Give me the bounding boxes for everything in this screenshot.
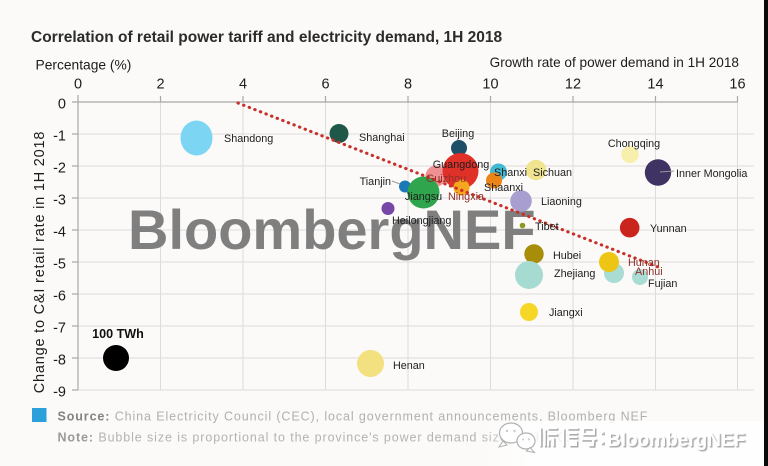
svg-text:Shaanxi: Shaanxi [484,182,523,194]
svg-text:-7: -7 [53,321,66,337]
svg-text:100 TWh: 100 TWh [92,327,144,341]
svg-text:12: 12 [565,77,581,93]
svg-text:10: 10 [482,77,498,93]
svg-text:Percentage (%): Percentage (%) [36,58,132,73]
svg-text:Chongqing: Chongqing [608,138,660,150]
svg-text:Sichuan: Sichuan [533,167,572,179]
svg-text:2: 2 [156,77,164,93]
svg-text:Anhui: Anhui [635,266,663,278]
svg-text:Guangdong: Guangdong [433,159,489,171]
svg-text:Note: Bubble size is proportio: Note: Bubble size is proportional to the… [58,431,582,445]
svg-text:Change to C&I retail rate in 1: Change to C&I retail rate in 1H 2018 [32,131,48,394]
svg-text:Correlation of retail power ta: Correlation of retail power tariff and e… [31,29,503,46]
svg-text:BloombergNEF: BloombergNEF [128,198,536,261]
svg-text:0: 0 [58,97,66,113]
svg-text:-2: -2 [53,161,66,177]
svg-text:Fujian: Fujian [648,278,677,290]
svg-text:Yunnan: Yunnan [650,223,687,235]
svg-text:14: 14 [647,77,663,93]
svg-text:Hubei: Hubei [553,250,581,262]
svg-text:Inner Mongolia: Inner Mongolia [676,168,747,180]
svg-text:Heilongjiang: Heilongjiang [392,215,451,227]
svg-text:Liaoning: Liaoning [541,196,582,208]
svg-text:Shandong: Shandong [224,133,273,145]
svg-text:-6: -6 [53,289,66,305]
svg-text:Growth rate of power demand in: Growth rate of power demand in 1H 2018 [490,55,739,70]
svg-text:Tianjin: Tianjin [360,176,391,188]
svg-text:Beijing: Beijing [442,128,474,140]
svg-text:6: 6 [321,77,329,93]
svg-text:-9: -9 [53,385,66,401]
svg-text:BloombergNEF: BloombergNEF [607,430,745,451]
svg-text:Hunan: Hunan [628,257,660,269]
svg-text:4: 4 [239,77,247,93]
svg-text:-8: -8 [53,353,66,369]
svg-text:Jiangxi: Jiangxi [549,307,583,319]
svg-text:-1: -1 [53,129,66,145]
svg-text:16: 16 [729,77,745,93]
svg-text:Shanxi: Shanxi [494,167,527,179]
svg-text:Tibet: Tibet [535,221,559,233]
svg-text:Shanghai: Shanghai [359,132,405,144]
svg-text:Source: China Electricity Coun: Source: China Electricity Council (CEC),… [58,410,649,424]
svg-text:-5: -5 [53,257,66,273]
svg-text:8: 8 [404,77,412,93]
svg-text:Zhejiang: Zhejiang [554,268,595,280]
svg-text:Jiangsu: Jiangsu [405,191,442,203]
svg-text:-4: -4 [53,225,66,241]
svg-text:Guizhou: Guizhou [426,173,466,185]
svg-text:Henan: Henan [393,360,425,372]
svg-text:-3: -3 [53,193,66,209]
svg-text:Ningxia: Ningxia [448,191,484,203]
svg-text:0: 0 [74,77,82,93]
